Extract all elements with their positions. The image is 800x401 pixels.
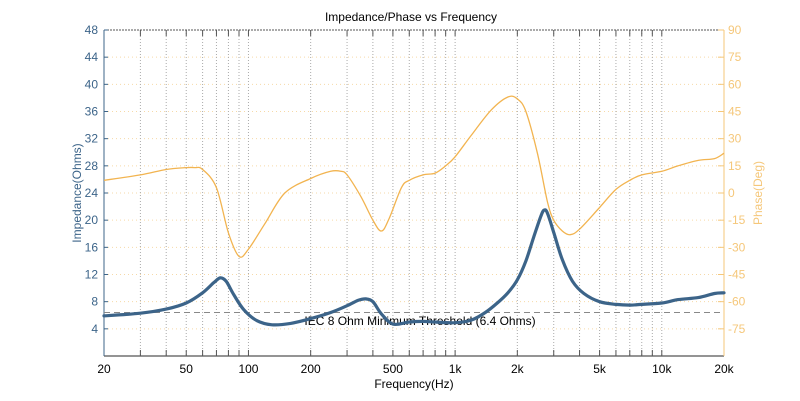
x-tick-label: 50 xyxy=(180,362,194,376)
grid xyxy=(104,30,724,356)
x-tick-label: 100 xyxy=(238,362,258,376)
y-left-tick-label: 20 xyxy=(85,213,99,227)
y-right-tick-label: 30 xyxy=(728,132,742,146)
y-right-tick-labels: -75 -60 -45 -30 -15 0 15 30 45 60 75 90 xyxy=(728,23,746,336)
y-left-tick-label: 4 xyxy=(91,322,98,336)
y-right-tick-label: 75 xyxy=(728,50,742,64)
y-right-axis-label: Phase(Deg) xyxy=(751,161,765,225)
y-right-tick-label: 0 xyxy=(728,186,735,200)
y-right-tick-label: -30 xyxy=(728,240,746,254)
x-tick-label: 20k xyxy=(714,362,734,376)
x-tick-label: 500 xyxy=(383,362,403,376)
y-left-tick-label: 12 xyxy=(85,268,99,282)
y-right-tick-label: 45 xyxy=(728,105,742,119)
y-left-axis-label: Impedance(Ohms) xyxy=(70,143,84,242)
y-left-tick-label: 40 xyxy=(85,77,99,91)
y-right-tick-label: 60 xyxy=(728,77,742,91)
x-tick-label: 2k xyxy=(511,362,525,376)
y-left-tick-label: 44 xyxy=(85,50,99,64)
y-left-tick-label: 36 xyxy=(85,105,99,119)
y-left-tick-label: 16 xyxy=(85,240,99,254)
x-axis-label: Frequency(Hz) xyxy=(374,377,453,391)
x-tick-label: 200 xyxy=(301,362,321,376)
phase-series-line xyxy=(103,95,725,258)
axes xyxy=(103,29,725,357)
x-tick-label: 20 xyxy=(97,362,111,376)
y-right-tick-label: -15 xyxy=(728,213,746,227)
y-left-tick-label: 24 xyxy=(85,186,99,200)
x-tick-labels: 20 50 100 200 500 1k 2k 5k 10k 20k xyxy=(97,362,734,376)
y-left-tick-label: 32 xyxy=(85,132,99,146)
y-right-tick-label: 90 xyxy=(728,23,742,37)
x-tick-label: 1k xyxy=(449,362,463,376)
y-right-tick-label: 15 xyxy=(728,159,742,173)
y-left-tick-label: 8 xyxy=(91,295,98,309)
x-tick-label: 5k xyxy=(593,362,607,376)
y-left-tick-label: 48 xyxy=(85,23,99,37)
y-left-tick-label: 28 xyxy=(85,159,99,173)
chart-title: Impedance/Phase vs Frequency xyxy=(325,10,497,24)
impedance-series-line xyxy=(102,208,726,327)
y-right-tick-label: -75 xyxy=(728,322,746,336)
y-right-tick-label: -60 xyxy=(728,295,746,309)
x-tick-label: 10k xyxy=(652,362,672,376)
y-right-tick-label: -45 xyxy=(728,268,746,282)
